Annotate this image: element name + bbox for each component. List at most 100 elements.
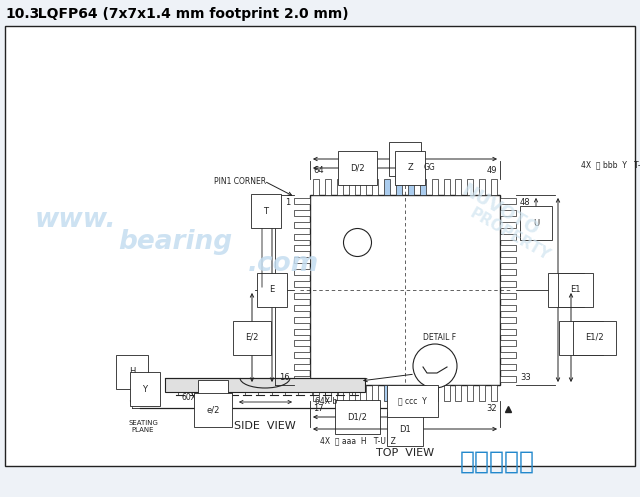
Bar [294,293,310,299]
Bar [479,179,485,195]
Circle shape [344,229,371,256]
Bar [408,179,414,195]
Bar [294,376,310,382]
Bar [500,293,516,299]
Text: TOP  VIEW: TOP VIEW [376,448,434,458]
Bar [408,385,414,401]
Bar [456,385,461,401]
Bar [349,179,355,195]
Bar [500,364,516,370]
Text: E1: E1 [561,285,572,295]
Text: GG: GG [424,164,436,172]
Text: D: D [402,155,408,164]
Text: 10.3: 10.3 [5,7,39,21]
Bar [384,179,390,195]
Bar [294,317,310,323]
Bar [500,352,516,358]
Bar [500,257,516,263]
Bar [313,179,319,195]
Text: 4X  ⌒ aaa  H   T-U  Z: 4X ⌒ aaa H T-U Z [320,436,396,445]
Bar [500,234,516,240]
Bar [313,385,319,401]
Bar [294,246,310,251]
Bar [294,305,310,311]
Text: NUVOTO: NUVOTO [458,181,541,239]
Bar [325,179,331,195]
Text: 60X: 60X [181,393,196,402]
Bar [500,305,516,311]
Text: Y: Y [143,385,147,394]
Bar [444,385,449,401]
Text: 16: 16 [280,373,290,382]
Text: 1: 1 [285,198,290,207]
Bar [500,210,516,216]
Bar [479,385,485,401]
Bar [491,385,497,401]
Bar [294,340,310,346]
Text: H: H [129,367,135,377]
Bar [467,385,474,401]
Bar [500,269,516,275]
Text: 64: 64 [313,166,324,175]
Bar [491,179,497,195]
Bar [432,385,438,401]
Bar [360,179,367,195]
Text: .com: .com [248,251,319,277]
Text: PIN1 CORNER: PIN1 CORNER [214,176,266,185]
Bar [165,378,365,392]
Text: PROPERTY: PROPERTY [467,206,553,264]
Bar [500,340,516,346]
Bar [294,234,310,240]
Bar [294,281,310,287]
Text: 49: 49 [486,166,497,175]
Bar [337,179,342,195]
Text: E1/2: E1/2 [585,333,604,342]
Text: E/2: E/2 [245,333,259,342]
Bar [294,198,310,204]
Bar [500,376,516,382]
Text: DETAIL F: DETAIL F [424,333,456,342]
Text: www.: www. [35,207,116,233]
Text: U: U [533,219,539,228]
Circle shape [413,344,457,388]
Bar [294,222,310,228]
Bar [310,195,500,385]
Bar [500,281,516,287]
Bar [294,364,310,370]
Text: E1: E1 [570,285,580,295]
Bar [500,246,516,251]
Text: 深圳宏力捷: 深圳宏力捷 [460,450,535,474]
Bar [294,257,310,263]
Bar [294,352,310,358]
Text: 32: 32 [486,404,497,413]
Bar [294,269,310,275]
Bar [500,198,516,204]
Text: 17: 17 [313,404,324,413]
Bar [349,385,355,401]
Bar [294,210,310,216]
Bar [456,179,461,195]
Text: T: T [264,206,269,216]
Text: 4X  ⌒ bbb  Y   T-U  Z: 4X ⌒ bbb Y T-U Z [581,161,640,169]
Text: D1: D1 [399,424,411,433]
Bar [444,179,449,195]
Bar [396,179,402,195]
Text: e: e [211,393,216,402]
Text: 48: 48 [520,198,531,207]
Text: E: E [269,285,275,295]
Bar [384,385,390,401]
Text: SIDE  VIEW: SIDE VIEW [234,421,296,431]
Text: E1/2: E1/2 [572,333,590,342]
Text: 64X b: 64X b [315,398,337,407]
Bar [420,179,426,195]
Text: e/2: e/2 [206,406,220,414]
Bar [372,179,378,195]
Text: LQFP64 (7x7x1.4 mm footprint 2.0 mm): LQFP64 (7x7x1.4 mm footprint 2.0 mm) [28,7,349,21]
Bar [432,179,438,195]
Text: 33: 33 [520,373,531,382]
Bar [467,179,474,195]
Bar [500,317,516,323]
Bar [5,26,635,466]
Text: SEATING
PLANE: SEATING PLANE [128,420,158,433]
Bar [337,385,342,401]
